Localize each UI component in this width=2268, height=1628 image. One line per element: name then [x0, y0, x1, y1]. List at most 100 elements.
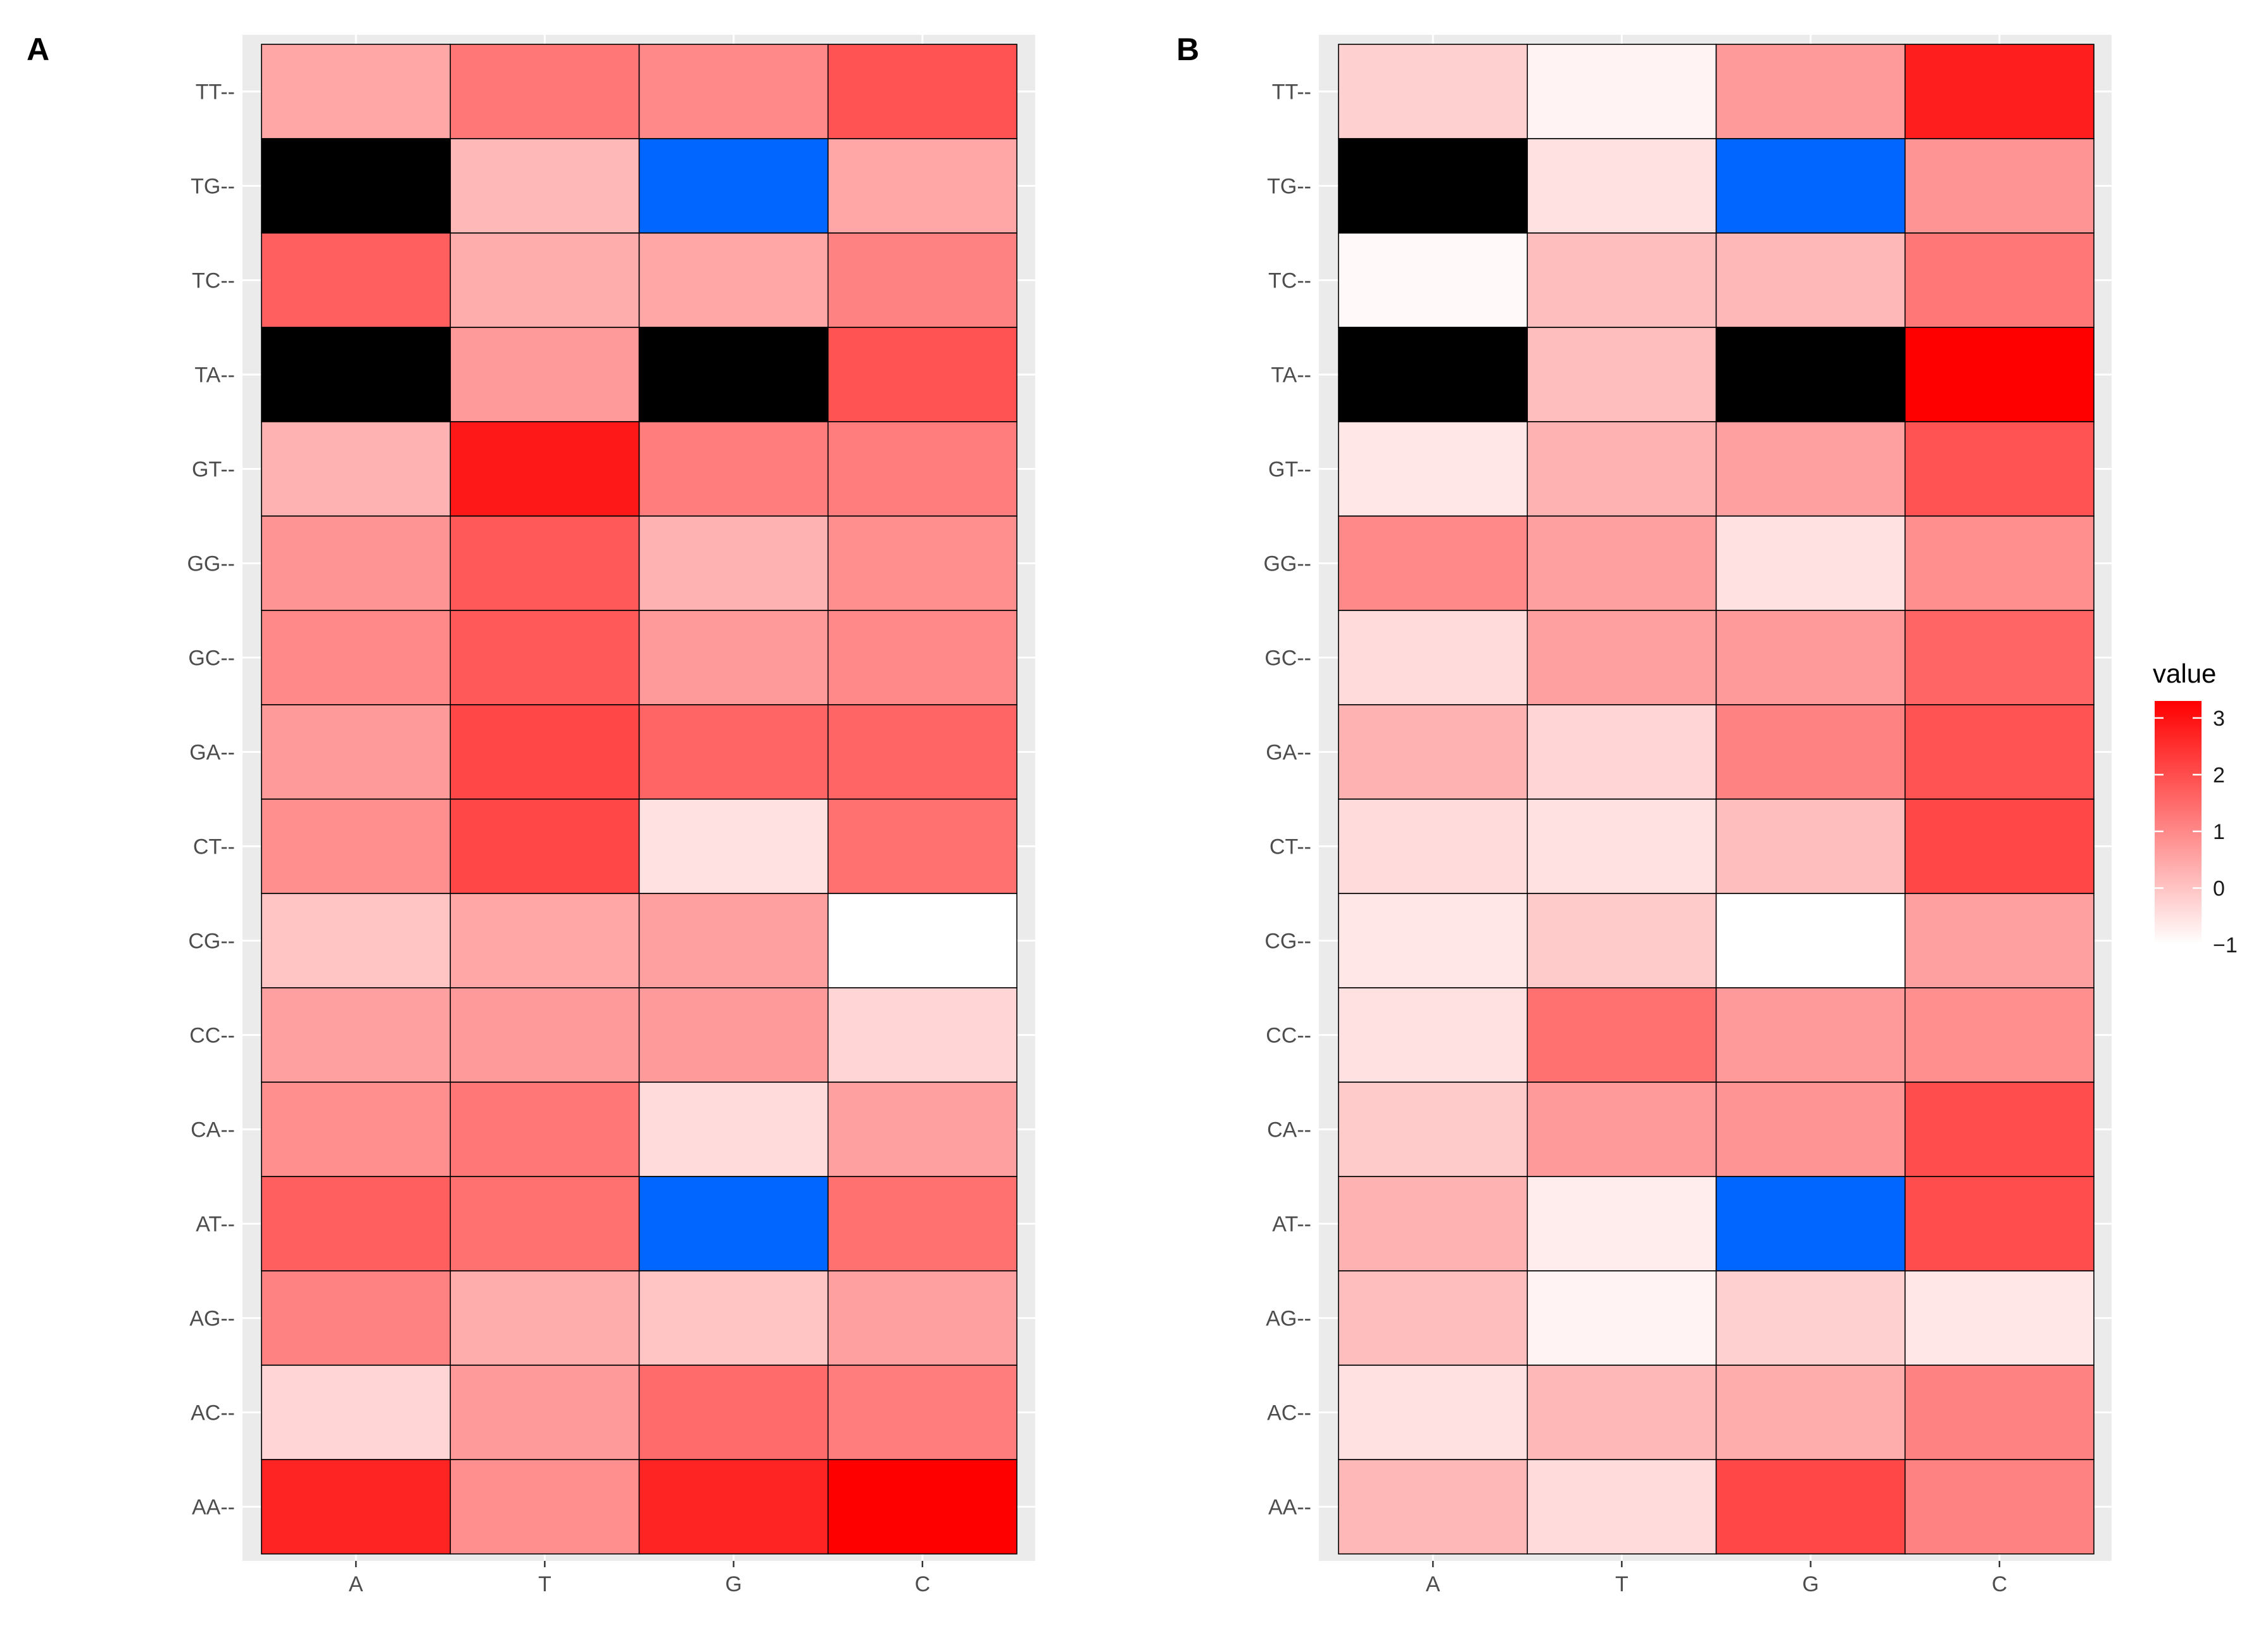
heatmap-cell [638, 1270, 829, 1366]
heatmap-cell [1715, 1270, 1906, 1366]
heatmap-cell [1338, 1365, 1528, 1460]
x-tick-label: A [349, 1572, 363, 1596]
y-tick-label: GT-- [1268, 458, 1311, 482]
heatmap-cell [1527, 1270, 1717, 1366]
heatmap-cell [1904, 1176, 2095, 1271]
legend-break-label: 0 [2213, 876, 2225, 900]
heatmap-cell [1338, 232, 1528, 328]
heatmap-cell [261, 1176, 451, 1271]
heatmap-cell [450, 1082, 640, 1177]
heatmap-cell [638, 138, 829, 234]
heatmap-cell [827, 327, 1017, 422]
y-tick-label: TT-- [196, 80, 235, 104]
heatmap-cell [1715, 232, 1906, 328]
heatmap-cell [1338, 1176, 1528, 1271]
heatmap-cell [1715, 327, 1906, 422]
heatmap-cell [1715, 1459, 1906, 1555]
y-tick-label: AG-- [189, 1307, 235, 1331]
heatmap-cell [1904, 610, 2095, 705]
heatmap-cell [638, 44, 829, 139]
panel-b: B TT-- TG-- TC-- TA-- GT-- GG-- GC-- GA-- CT-- CG-… [1176, 32, 2112, 1596]
heatmap-cell [827, 515, 1017, 611]
legend-title: value [2153, 659, 2216, 688]
x-tick-label: C [915, 1572, 931, 1596]
heatmap-cell [827, 1082, 1017, 1177]
y-tick-label: GA-- [189, 741, 235, 765]
heatmap-cell [827, 1270, 1017, 1366]
heatmap-cell [638, 893, 829, 988]
heatmap-cell [1338, 44, 1528, 139]
heatmap-cell [1715, 1176, 1906, 1271]
heatmap-cell [1338, 1082, 1528, 1177]
heatmap-cell [450, 1270, 640, 1366]
y-tick-label: GT-- [192, 458, 235, 482]
heatmap-cell [261, 1459, 451, 1555]
heatmap-cell [1715, 44, 1906, 139]
heatmap-cell [450, 1365, 640, 1460]
heatmap-cell [1904, 987, 2095, 1083]
heatmap-cell [827, 704, 1017, 800]
x-tick-label: C [1992, 1572, 2008, 1596]
heatmap-cell [1527, 421, 1717, 517]
heatmap-cell [638, 610, 829, 705]
x-tick-label: G [725, 1572, 741, 1596]
heatmap-cell [450, 138, 640, 234]
heatmap-cell [827, 987, 1017, 1083]
heatmap-cell [1338, 327, 1528, 422]
heatmap-cell [450, 893, 640, 988]
heatmap-cell [827, 232, 1017, 328]
y-tick-label: CG-- [188, 930, 235, 954]
heatmap-cell [261, 704, 451, 800]
heatmap-cell [1527, 987, 1717, 1083]
heatmap-cell [1904, 44, 2095, 139]
y-tick-label: TT-- [1272, 80, 1311, 104]
heatmap-cell [261, 987, 451, 1083]
heatmap-cell [1527, 1459, 1717, 1555]
x-tick-label: T [538, 1572, 551, 1596]
heatmap-cell [827, 44, 1017, 139]
heatmap-cell [1338, 421, 1528, 517]
heatmap-cell [450, 1176, 640, 1271]
heatmap-cell [638, 327, 829, 422]
heatmap-cell [1338, 987, 1528, 1083]
y-tick-label: AT-- [196, 1213, 235, 1237]
y-tick-label: GG-- [1263, 552, 1311, 576]
legend-break-label: 2 [2213, 763, 2225, 787]
heatmap-cell [1904, 1082, 2095, 1177]
heatmap-cell [1527, 1365, 1717, 1460]
heatmap-cell [1338, 1270, 1528, 1366]
heatmap-cell [827, 610, 1017, 705]
heatmap-cell [450, 327, 640, 422]
heatmap-cell [638, 1176, 829, 1271]
heatmap-cell [638, 1082, 829, 1177]
y-tick-label: TG-- [1267, 175, 1311, 199]
heatmap-cell [638, 987, 829, 1083]
y-tick-label: TC-- [1268, 269, 1311, 293]
heatmap-cell [1904, 798, 2095, 894]
legend-break-label: 1 [2213, 820, 2225, 844]
y-tick-label: AT-- [1272, 1213, 1311, 1237]
heatmap-cell [1904, 704, 2095, 800]
heatmap-cell [1904, 1459, 2095, 1555]
heatmap-cell [450, 421, 640, 517]
legend-break-label: 3 [2213, 707, 2225, 731]
heatmap-cell [450, 798, 640, 894]
y-tick-label: CT-- [1269, 835, 1311, 859]
heatmap-cell [261, 1270, 451, 1366]
heatmap-cell [450, 987, 640, 1083]
heatmap-cell [1904, 232, 2095, 328]
heatmap-cell [261, 798, 451, 894]
heatmap-cell [1338, 798, 1528, 894]
heatmap-cell [638, 421, 829, 517]
heatmap-cell [1527, 798, 1717, 894]
heatmap-cell [1904, 138, 2095, 234]
heatmap-cell [1715, 138, 1906, 234]
heatmap-cell [638, 1459, 829, 1555]
heatmap-cell [1527, 1082, 1717, 1177]
panel-label: B [1176, 32, 1199, 67]
heatmap-cell [827, 1459, 1017, 1555]
panel-label: A [27, 32, 49, 67]
y-tick-label: CA-- [191, 1118, 235, 1142]
heatmap-cell [1715, 1365, 1906, 1460]
